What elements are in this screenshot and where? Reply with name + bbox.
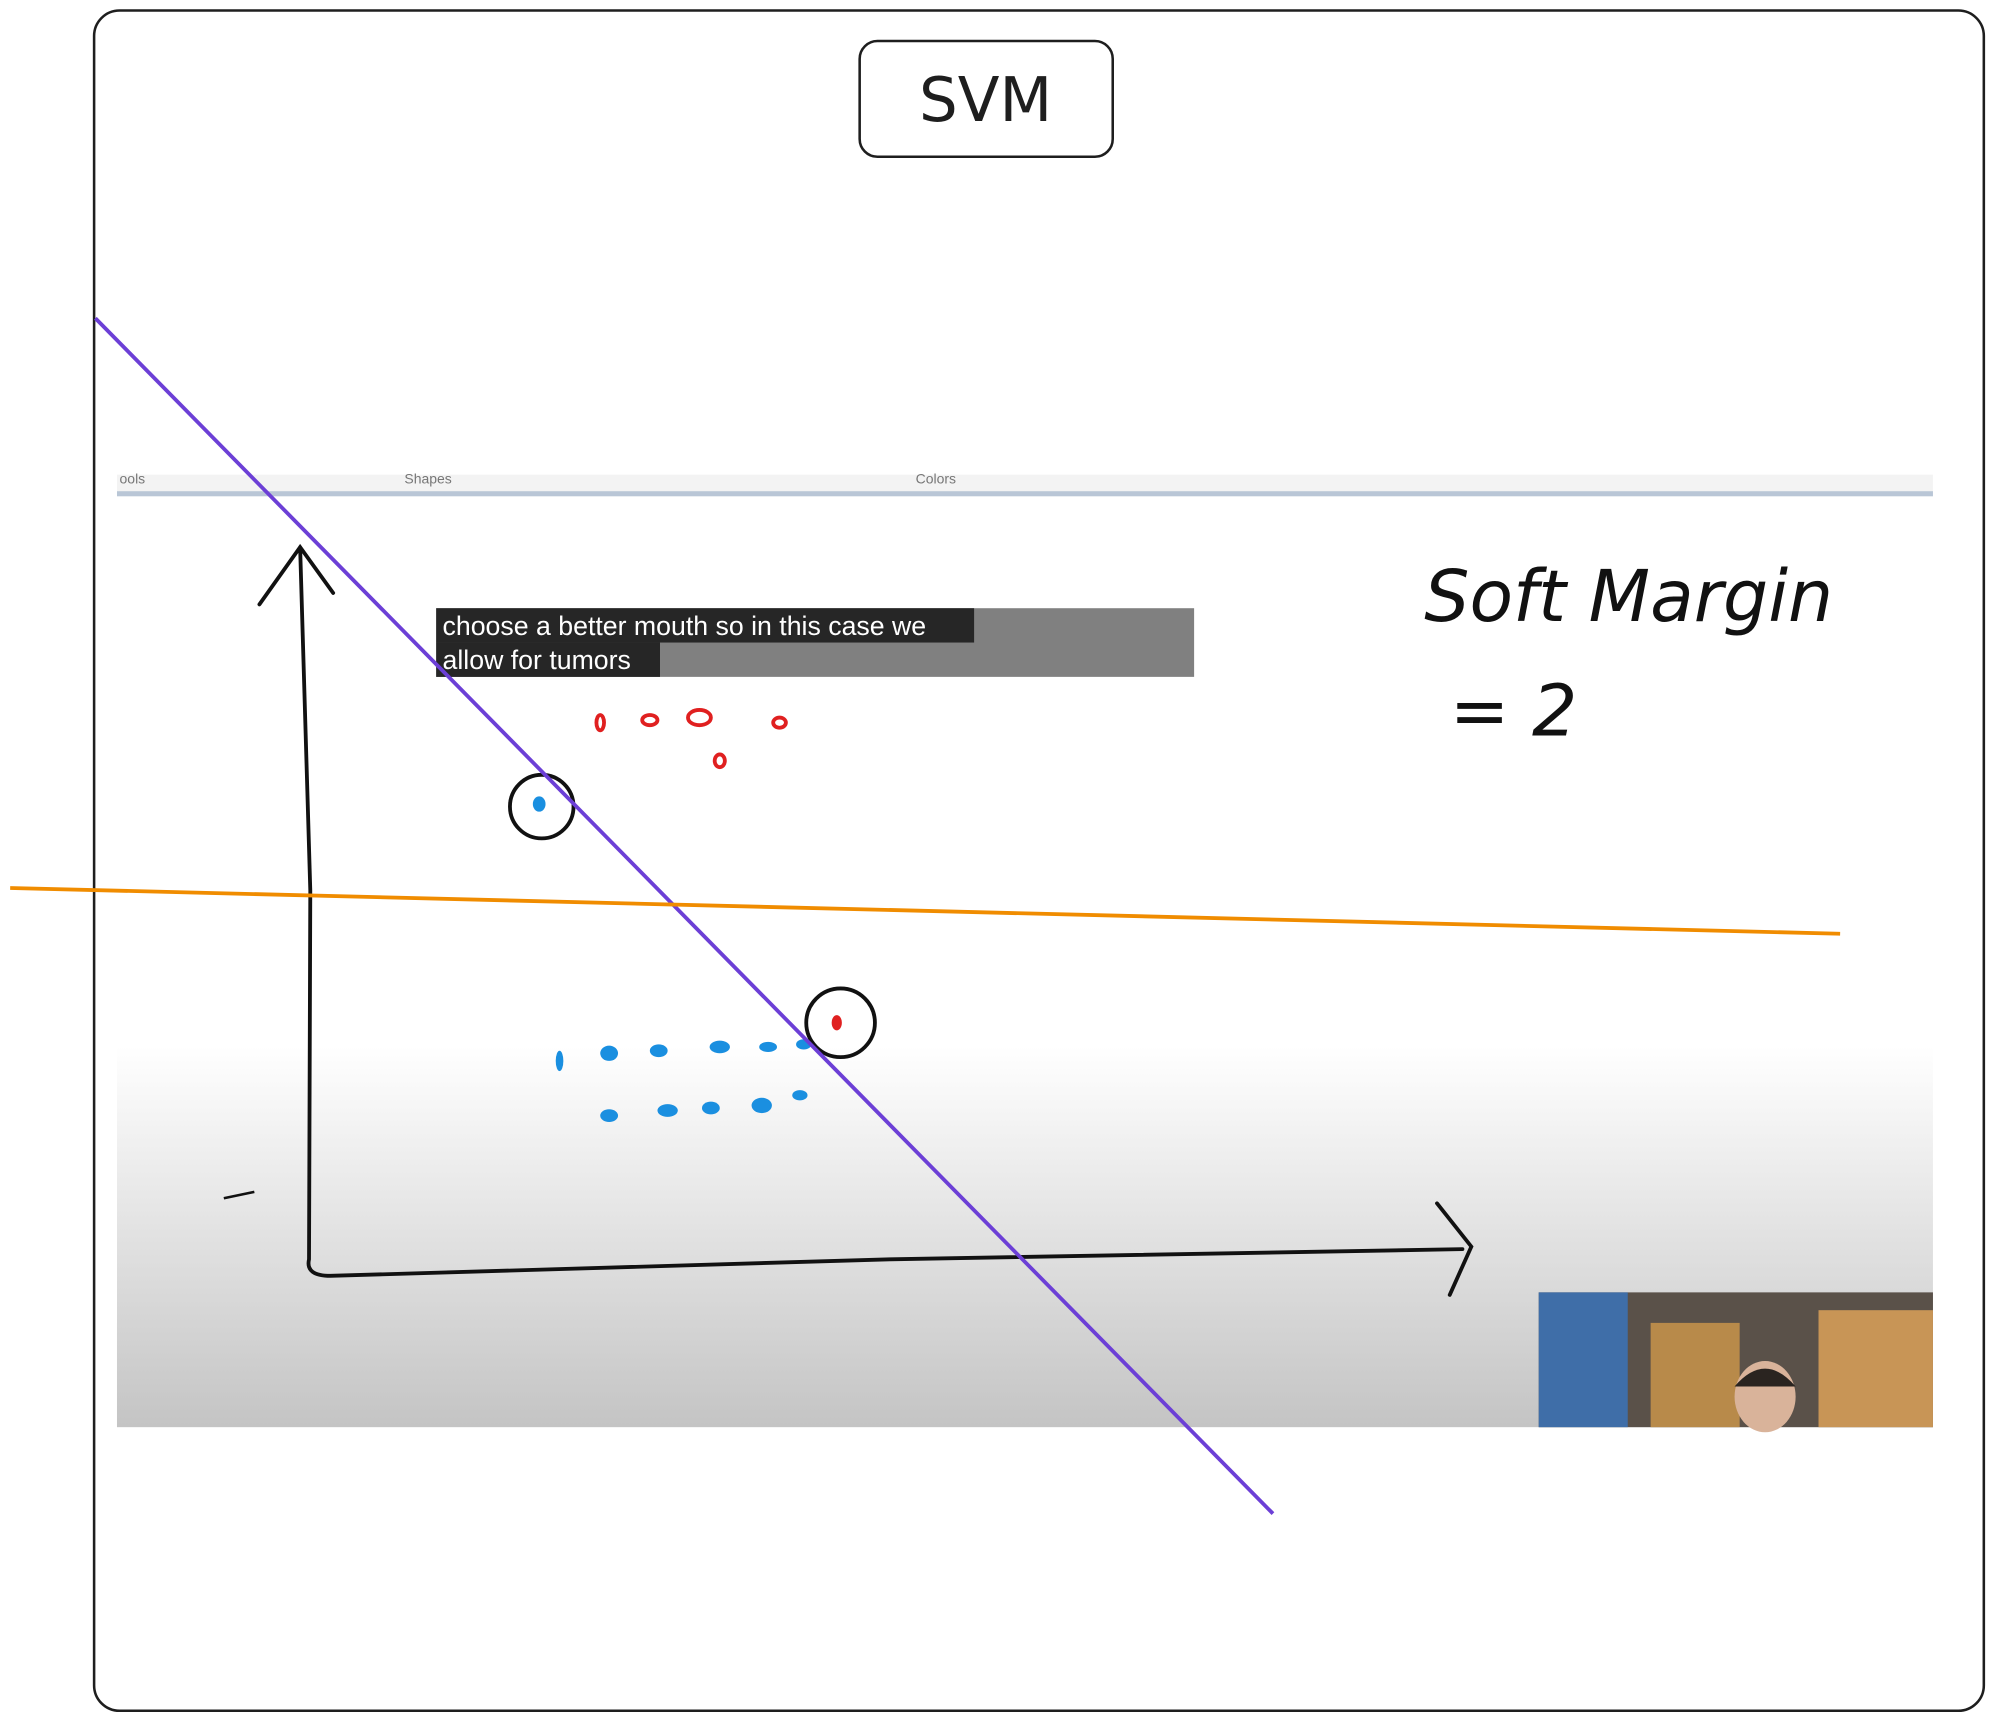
- toolbar-label: ools: [120, 471, 146, 487]
- caption-line: allow for tumors: [443, 645, 631, 675]
- annotation: Soft Margin: [1424, 555, 1833, 638]
- caption-line-bg: [436, 642, 661, 677]
- outlier-circle: [804, 986, 877, 1060]
- toolbar: [116, 474, 1933, 493]
- webcam: [1538, 1292, 1933, 1433]
- caption-line-bg: [436, 608, 975, 643]
- stroke: [223, 1190, 255, 1200]
- separator-line[interactable]: [94, 316, 1275, 1515]
- toolbar-label: Shapes: [404, 471, 451, 487]
- outlier-circle: [508, 772, 576, 841]
- red-outlier: [831, 1015, 842, 1031]
- title[interactable]: SVM: [919, 65, 1052, 136]
- toolbar-border: [116, 491, 1933, 497]
- video-frame[interactable]: ools Shapes Colors choose a better mouth: [116, 471, 1933, 1433]
- toolbar-label: Colors: [916, 471, 956, 487]
- blue-points: [532, 796, 812, 1122]
- separator-line[interactable]: [10, 886, 1841, 936]
- annotation: = 2: [1450, 669, 1578, 752]
- caption-line: choose a better mouth so in this case we: [443, 611, 927, 641]
- title-box[interactable]: [858, 39, 1114, 159]
- axes: [257, 543, 1474, 1297]
